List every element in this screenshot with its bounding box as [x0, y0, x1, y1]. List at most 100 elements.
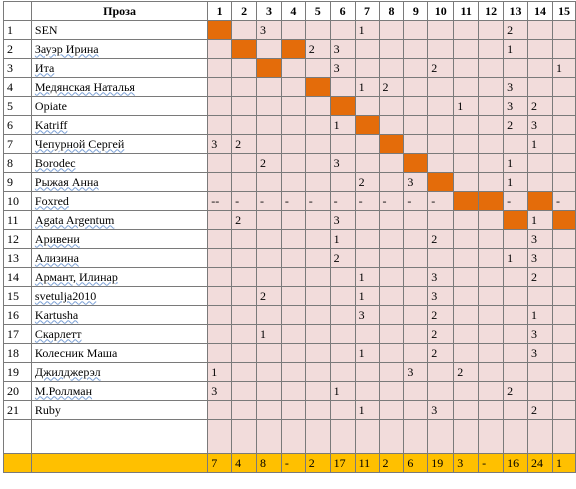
score-cell — [503, 324, 528, 344]
score-cell — [403, 381, 429, 401]
score-cell — [378, 248, 405, 268]
score-cell: 1 — [354, 343, 380, 363]
score-cell: 2 — [378, 77, 405, 97]
author-name: Армант, Илинар — [30, 267, 209, 287]
score-cell: 1 — [503, 172, 528, 192]
spacer-cell — [329, 419, 356, 454]
score-cell — [329, 324, 356, 344]
header-row: Проза 1 2 3 4 5 6 7 8 9 10 11 12 13 14 1… — [3, 1, 576, 21]
score-cell: 2 — [304, 39, 331, 59]
score-cell: 3 — [403, 172, 429, 192]
score-cell — [329, 96, 356, 116]
score-cell — [453, 210, 480, 230]
score-cell — [453, 77, 480, 97]
score-cell — [280, 153, 306, 173]
score-cell: 1 — [354, 20, 380, 40]
score-cell — [378, 96, 405, 116]
score-cell: 3 — [503, 77, 528, 97]
score-cell — [207, 400, 233, 420]
score-cell — [551, 210, 576, 230]
score-cell — [378, 115, 405, 135]
score-cell — [551, 248, 576, 268]
score-cell — [354, 210, 380, 230]
score-cell — [403, 115, 429, 135]
score-cell — [256, 362, 282, 382]
score-cell — [403, 96, 429, 116]
score-cell — [478, 362, 505, 382]
header-title: Проза — [30, 1, 209, 21]
row-number: 13 — [3, 248, 32, 268]
score-cell — [256, 343, 282, 363]
score-cell — [527, 172, 553, 192]
score-cell: 3 — [256, 20, 282, 40]
score-cell: 1 — [256, 324, 282, 344]
score-cell — [256, 305, 282, 325]
table-row: 17 Скарлетт 1 2 3 — [3, 324, 576, 344]
score-cell: 3 — [207, 381, 233, 401]
row-number: 11 — [3, 210, 32, 230]
row-number: 5 — [3, 96, 32, 116]
score-cell — [256, 400, 282, 420]
score-cell — [256, 58, 282, 78]
score-cell — [256, 96, 282, 116]
score-cell: 2 — [427, 343, 455, 363]
score-cell: 1 — [354, 400, 380, 420]
score-cell: 1 — [527, 210, 553, 230]
score-cell — [478, 229, 505, 249]
score-cell: 1 — [329, 381, 356, 401]
row-number: 7 — [3, 134, 32, 154]
score-cell — [280, 324, 306, 344]
score-cell — [453, 58, 480, 78]
score-cell — [453, 153, 480, 173]
score-cell — [478, 400, 505, 420]
score-cell — [403, 58, 429, 78]
score-cell — [231, 286, 257, 306]
score-cell: 1 — [503, 153, 528, 173]
score-cell — [207, 305, 233, 325]
score-cell — [453, 191, 480, 211]
score-cell — [256, 134, 282, 154]
score-cell — [478, 324, 505, 344]
score-cell — [329, 305, 356, 325]
score-cell — [329, 362, 356, 382]
score-cell — [304, 400, 331, 420]
author-name: Аривени — [30, 229, 209, 249]
total-cell: 19 — [427, 453, 455, 473]
score-cell — [551, 267, 576, 287]
score-cell — [378, 324, 405, 344]
score-cell — [427, 172, 455, 192]
spacer-row — [3, 419, 576, 454]
score-cell — [231, 381, 257, 401]
score-cell: - — [427, 191, 455, 211]
spacer-cell — [30, 419, 209, 454]
score-cell — [427, 39, 455, 59]
score-cell — [478, 381, 505, 401]
score-cell — [403, 77, 429, 97]
score-cell: 2 — [354, 172, 380, 192]
score-cell — [280, 400, 306, 420]
score-cell — [304, 210, 331, 230]
author-name: SEN — [30, 20, 209, 40]
score-cell — [453, 229, 480, 249]
score-cell: 2 — [427, 229, 455, 249]
score-cell — [280, 229, 306, 249]
total-cell: 8 — [256, 453, 282, 473]
table-row: 1 SEN 3 1 2 — [3, 20, 576, 40]
author-name: Katriff — [30, 115, 209, 135]
table-row: 6 Katriff 1 2 3 — [3, 115, 576, 135]
score-cell — [378, 210, 405, 230]
score-cell — [280, 248, 306, 268]
score-cell: 3 — [329, 210, 356, 230]
table-row: 20 М.Роллман 3 1 2 — [3, 381, 576, 401]
score-cell — [280, 39, 306, 59]
score-cell — [378, 20, 405, 40]
score-cell — [231, 229, 257, 249]
score-cell: -- — [207, 191, 233, 211]
spacer-cell — [403, 419, 429, 454]
col-header: 13 — [503, 1, 528, 21]
score-cell — [280, 58, 306, 78]
score-cell — [207, 229, 233, 249]
col-header: 11 — [453, 1, 480, 21]
score-cell — [329, 286, 356, 306]
spacer-cell — [207, 419, 233, 454]
